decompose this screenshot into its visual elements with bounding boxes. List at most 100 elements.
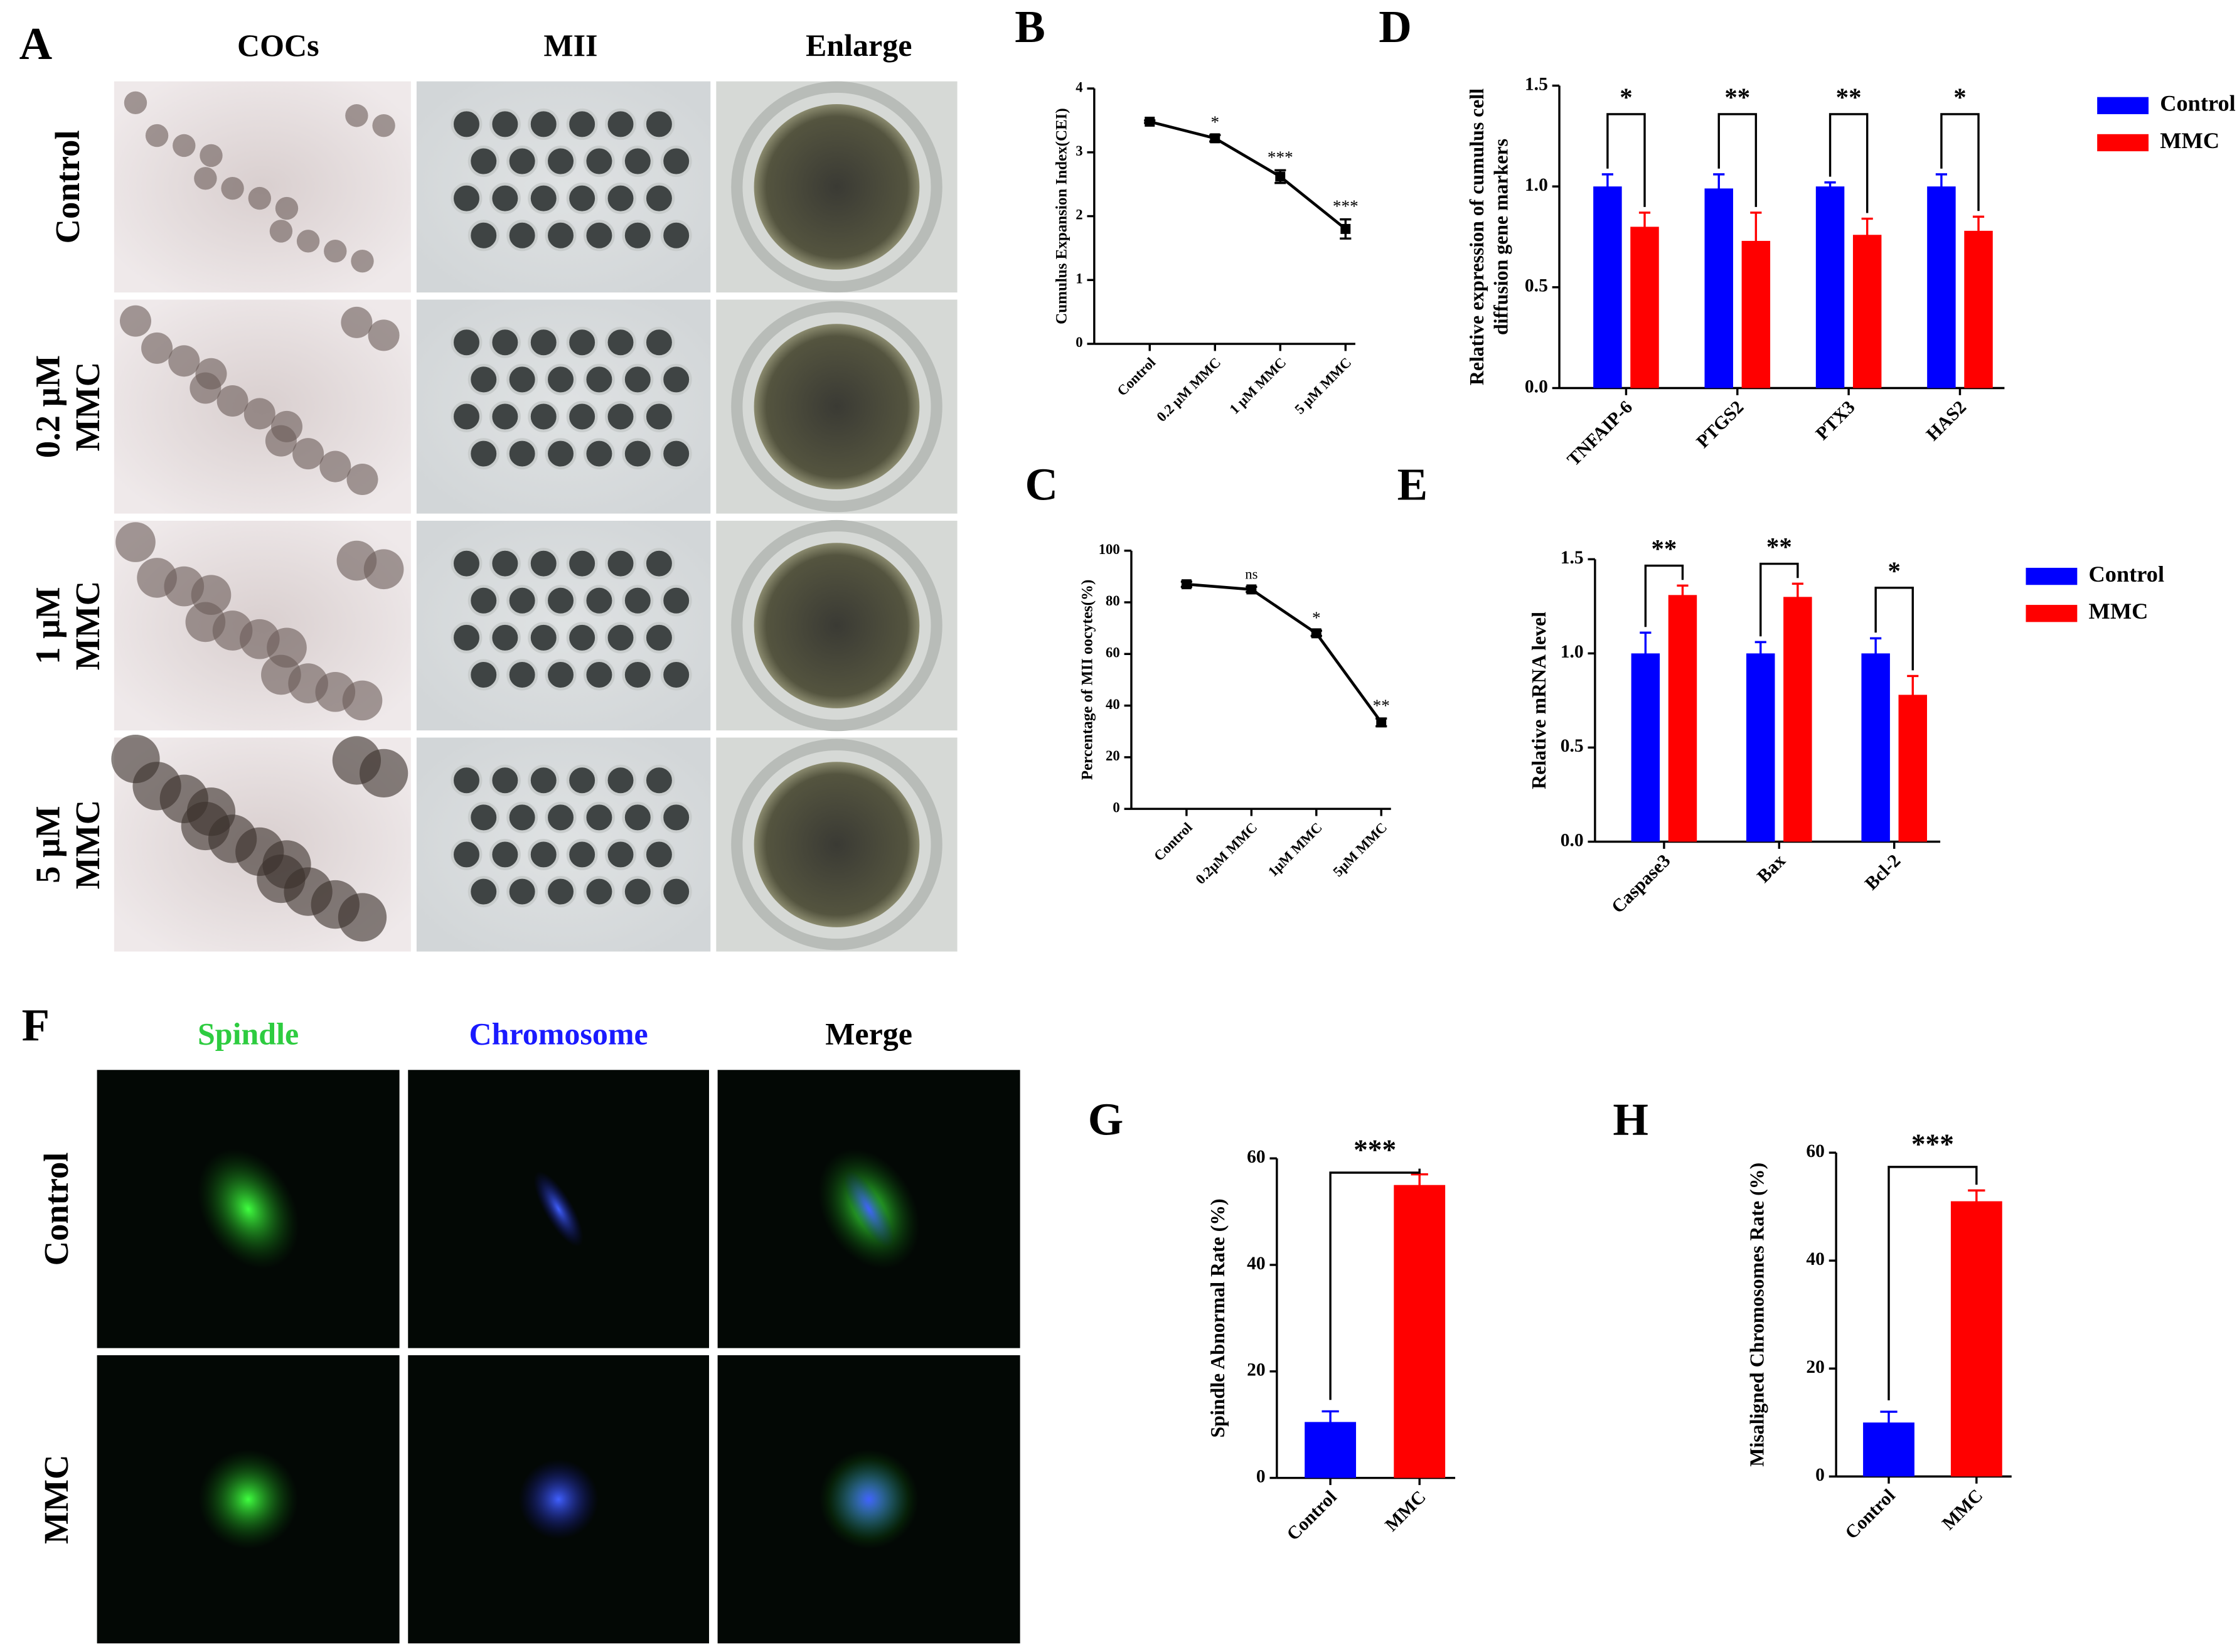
coc	[141, 332, 173, 364]
panel-letter: B	[1015, 1, 1045, 52]
row-label: 0.2 μM	[28, 355, 67, 458]
y-axis-label: Misaligned Chromosomes Rate (%)	[1746, 1163, 1768, 1467]
error-bar	[1601, 173, 1613, 200]
significance: ns	[1245, 566, 1257, 582]
point	[1246, 584, 1257, 595]
x-tick-label: 0.2 μM MMC	[1153, 354, 1224, 425]
oocyte	[545, 876, 577, 908]
oocyte	[467, 363, 499, 395]
legend-swatch	[2097, 134, 2149, 152]
legend-label: MMC	[2160, 128, 2219, 153]
row-label: MMC	[68, 800, 107, 889]
bar	[1746, 653, 1775, 842]
coc	[269, 220, 293, 243]
significance: *	[1953, 83, 1966, 112]
oocyte	[622, 801, 654, 833]
oocyte	[605, 183, 637, 215]
coc	[119, 305, 152, 337]
panel-letter: E	[1397, 459, 1428, 510]
significance-bracket	[1887, 1166, 1978, 1400]
y-tick-label: 1.0	[1525, 175, 1548, 195]
coc	[181, 801, 230, 851]
chromosome	[828, 1459, 909, 1540]
oocyte	[583, 363, 615, 395]
legend-swatch	[2026, 567, 2078, 585]
oocyte	[451, 548, 483, 580]
oocyte	[528, 400, 560, 432]
y-axis-label: Relative mRNA level	[1528, 612, 1550, 789]
point	[1311, 628, 1321, 639]
coc	[336, 540, 377, 581]
coc	[341, 306, 373, 338]
bar	[1668, 595, 1697, 842]
spindle	[197, 1149, 299, 1269]
oocyte	[506, 220, 538, 252]
oocyte	[489, 108, 521, 140]
panel-letter: G	[1088, 1094, 1124, 1144]
oocyte	[660, 363, 692, 395]
zona	[731, 301, 942, 513]
bar	[1852, 235, 1882, 388]
oocyte	[660, 220, 692, 252]
coc	[351, 249, 374, 273]
oocyte	[528, 622, 560, 654]
oocyte	[489, 326, 521, 358]
error-bar	[1870, 637, 1882, 670]
row-label: 1 μM	[28, 587, 67, 664]
oocyte	[467, 585, 499, 617]
significance: ***	[1268, 147, 1293, 166]
coc	[173, 134, 196, 157]
oocyte	[583, 585, 615, 617]
y-tick-label: 0	[1256, 1466, 1266, 1486]
oocyte	[643, 622, 675, 654]
oocyte	[660, 876, 692, 908]
y-tick-label: 0	[1076, 334, 1082, 350]
significance-bracket	[1606, 113, 1646, 207]
oocyte	[566, 108, 598, 140]
oocyte	[451, 764, 483, 796]
oocyte	[583, 659, 615, 691]
oocyte	[528, 764, 560, 796]
y-tick-label: 60	[1806, 1141, 1825, 1161]
oocyte	[622, 145, 654, 178]
coc	[190, 372, 222, 404]
oocyte	[754, 104, 920, 270]
oocyte	[506, 659, 538, 691]
oocyte	[754, 543, 920, 708]
panel-letter: A	[19, 18, 53, 69]
oocyte	[583, 145, 615, 178]
y-tick-label: 0.5	[1525, 276, 1548, 296]
y-tick-label: 20	[1106, 748, 1120, 764]
coc	[124, 91, 147, 114]
chromosome	[518, 1459, 599, 1540]
row-label: Control	[48, 131, 87, 244]
error-bar	[1791, 582, 1803, 612]
coc	[243, 398, 275, 430]
error-bar	[1907, 674, 1919, 715]
y-tick-label: 20	[1806, 1357, 1825, 1377]
oocyte	[566, 326, 598, 358]
coc	[248, 186, 271, 210]
row-label: MMC	[37, 1454, 75, 1543]
oocyte	[643, 326, 675, 358]
legend-swatch	[2097, 97, 2149, 114]
oocyte	[643, 764, 675, 796]
coc	[346, 464, 378, 496]
x-tick-label: Control	[1151, 819, 1195, 864]
y-tick-label: 1.5	[1561, 548, 1584, 568]
y-axis-label: Percentage of MII oocytes(%)	[1079, 580, 1096, 781]
oocyte	[622, 659, 654, 691]
significance-bracket	[1940, 113, 1980, 211]
oocyte	[489, 400, 521, 432]
oocyte	[583, 801, 615, 833]
bar	[1631, 653, 1660, 842]
significance: ***	[1911, 1127, 1954, 1159]
x-tick-label: HAS2	[1923, 397, 1970, 445]
zona	[731, 81, 942, 293]
row-label: 5 μM	[28, 806, 67, 883]
bar	[1815, 186, 1845, 388]
y-tick-label: 0	[1113, 799, 1119, 815]
panel-letter: D	[1379, 1, 1412, 52]
point	[1145, 116, 1155, 127]
oocyte	[566, 183, 598, 215]
